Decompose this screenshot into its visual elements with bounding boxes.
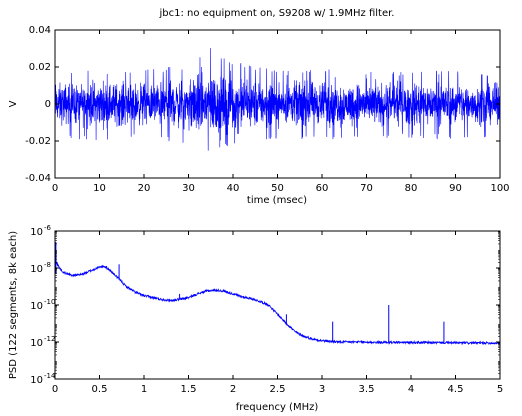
x-tick-label: 4.5 <box>448 384 464 395</box>
time-chart-ticks: 0 10 20 30 40 50 60 70 80 90 100 -0.04 -0.02 0 0.02 0.0… <box>25 25 509 194</box>
x-tick-label: 60 <box>316 183 329 194</box>
y-tick-label: 10 <box>30 227 43 238</box>
x-tick-label: 70 <box>360 183 373 194</box>
y-tick-exponent: -10 <box>44 298 55 306</box>
time-series-line <box>54 48 501 151</box>
y-tick-base: 10 <box>30 338 43 349</box>
y-tick-label: -0.04 <box>25 173 51 184</box>
x-tick-label: 30 <box>182 183 195 194</box>
y-tick-exponent: -8 <box>44 261 51 269</box>
x-tick-label: 20 <box>138 183 151 194</box>
y-tick-label: 0.04 <box>29 25 51 36</box>
x-tick-label: 1.5 <box>181 384 197 395</box>
x-tick-label: 100 <box>490 183 509 194</box>
y-tick-base: 10 <box>30 301 43 312</box>
psd-x-axis-label: frequency (MHz) <box>236 402 319 413</box>
x-tick-label: 1 <box>141 384 147 395</box>
y-tick-exponent: -6 <box>44 224 52 232</box>
y-tick-exponent: -14 <box>44 372 56 380</box>
y-tick-exponent: -12 <box>44 335 55 343</box>
time-series-plot <box>54 48 501 151</box>
x-tick-label: 10 <box>93 183 106 194</box>
x-tick-label: 3.5 <box>359 384 375 395</box>
y-tick-label: -0.02 <box>25 136 51 147</box>
x-tick-label: 50 <box>271 183 284 194</box>
psd-series-plot <box>54 242 501 346</box>
x-tick-label: 2 <box>230 384 236 395</box>
time-chart: jbc1: no equipment on, S9208 w/ 1.9MHz f… <box>8 8 510 206</box>
y-tick-label: 10 <box>30 264 43 275</box>
x-tick-label: 40 <box>227 183 240 194</box>
x-tick-label: 90 <box>449 183 462 194</box>
psd-y-axis-label: PSD (122 segments, 8k each) <box>8 231 19 379</box>
x-tick-label: 0 <box>52 183 58 194</box>
x-tick-label: 80 <box>405 183 418 194</box>
psd-series-line <box>54 251 501 346</box>
x-tick-label: 0.5 <box>92 384 108 395</box>
y-tick-base: 10 <box>30 375 43 386</box>
psd-chart-frame <box>54 230 501 380</box>
y-tick-label: 10 <box>30 301 43 312</box>
y-tick-base: 10 <box>30 227 43 238</box>
time-x-axis-label: time (msec) <box>247 195 307 206</box>
psd-chart: 0 0.5 1 1.5 2 2.5 3 3.5 4 4.5 510-1410-1210-1010-8… <box>8 224 503 413</box>
y-tick-label: 10 <box>30 338 43 349</box>
x-tick-label: 2.5 <box>270 384 286 395</box>
y-tick-label: 0 <box>45 99 51 110</box>
y-tick-label: 10 <box>30 375 43 386</box>
time-y-axis-label: V <box>8 100 19 107</box>
x-tick-label: 5 <box>497 384 503 395</box>
x-tick-label: 4 <box>408 384 414 395</box>
y-tick-label: 0.02 <box>29 62 51 73</box>
x-tick-label: 0 <box>52 384 58 395</box>
chart-title: jbc1: no equipment on, S9208 w/ 1.9MHz f… <box>159 8 395 19</box>
psd-chart-ticks: 0 0.5 1 1.5 2 2.5 3 3.5 4 4.5 510-1410-1210-1010-8… <box>30 224 503 395</box>
x-tick-label: 3 <box>319 384 325 395</box>
y-tick-base: 10 <box>30 264 43 275</box>
